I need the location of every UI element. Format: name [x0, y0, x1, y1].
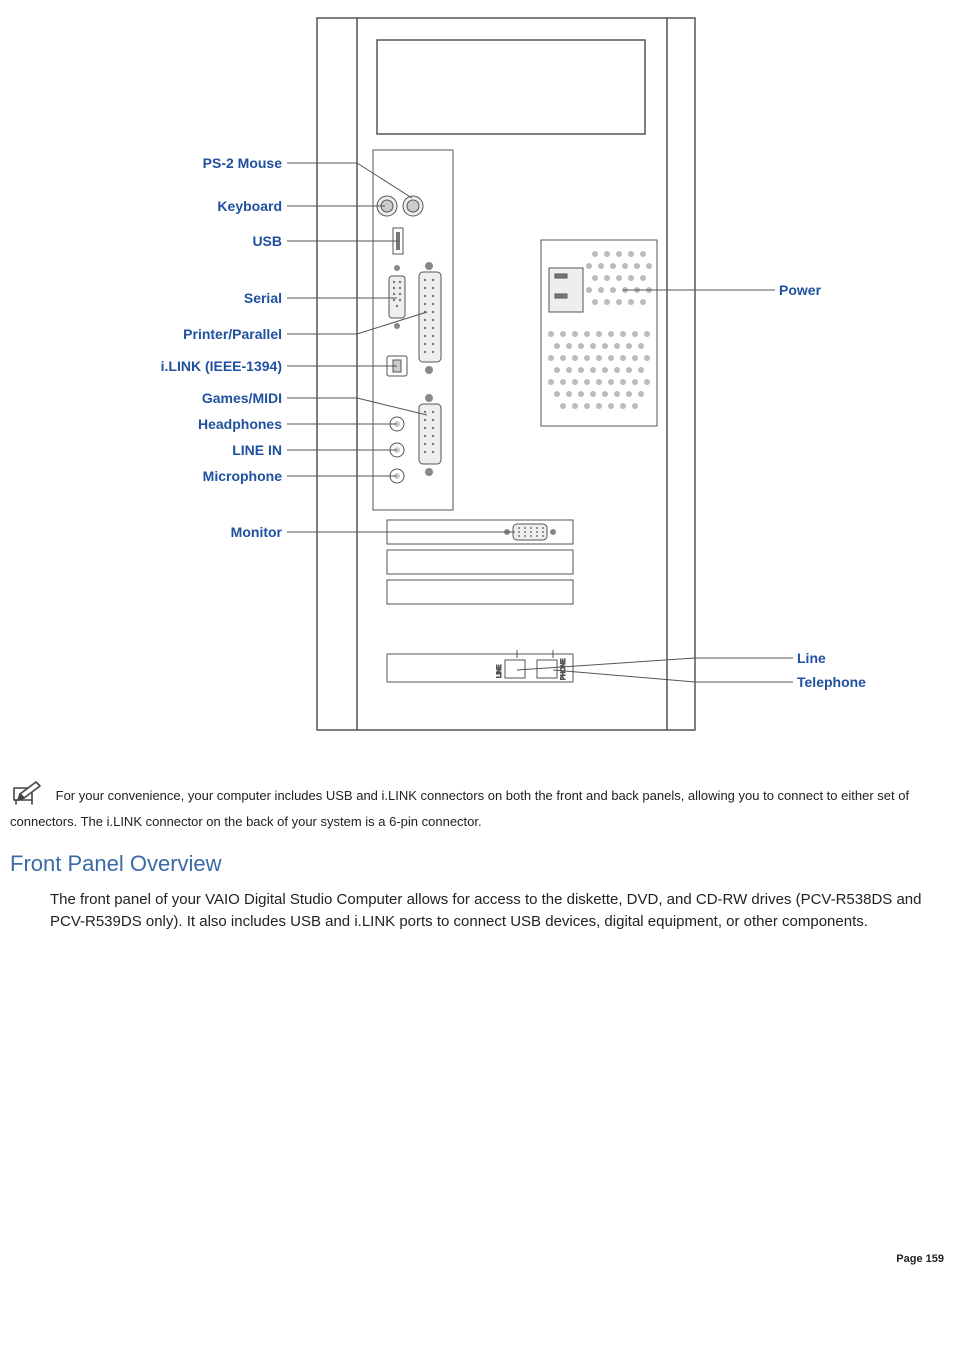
diagram-label-keyboard: Keyboard	[217, 198, 282, 214]
diagram-label-power: Power	[779, 282, 821, 298]
page-footer: Page 159	[10, 1253, 944, 1265]
diagram-label-telephone: Telephone	[797, 674, 866, 690]
diagram-label-monitor: Monitor	[231, 524, 282, 540]
diagram-label-games: Games/MIDI	[202, 390, 282, 406]
phone-port-text: PHONE	[561, 659, 567, 680]
section-paragraph: The front panel of your VAIO Digital Stu…	[50, 889, 944, 933]
back-panel-diagram: LINE PHONE	[87, 10, 867, 750]
diagram-label-linein: LINE IN	[232, 442, 282, 458]
note-block: For your convenience, your computer incl…	[10, 780, 944, 831]
diagram-label-line: Line	[797, 650, 826, 666]
diagram-label-ilink: i.LINK (IEEE-1394)	[161, 358, 282, 374]
note-pencil-icon	[10, 780, 46, 813]
note-text: For your convenience, your computer incl…	[10, 788, 909, 829]
diagram-label-ps2mouse: PS-2 Mouse	[203, 155, 282, 171]
diagram-label-microphone: Microphone	[203, 468, 282, 484]
diagram-label-printer: Printer/Parallel	[183, 326, 282, 342]
diagram-svg: LINE PHONE	[87, 10, 867, 750]
section-heading: Front Panel Overview	[10, 851, 944, 877]
diagram-label-serial: Serial	[244, 290, 282, 306]
diagram-label-headphones: Headphones	[198, 416, 282, 432]
line-port-text: LINE	[497, 665, 503, 678]
diagram-label-usb: USB	[252, 233, 282, 249]
